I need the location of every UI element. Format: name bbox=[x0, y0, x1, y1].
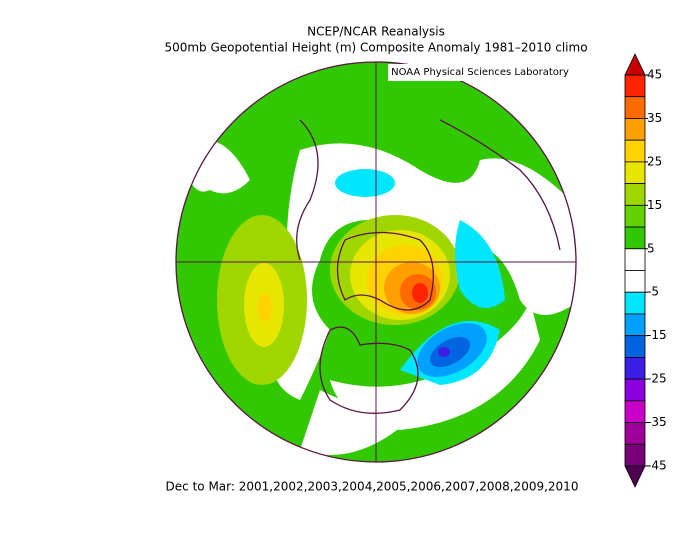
colorbar: 45 35 25 15 5 -5 -15 -25 -35 -45 bbox=[624, 53, 667, 488]
colorbar-segment bbox=[624, 74, 646, 98]
colorbar-segment bbox=[624, 356, 646, 380]
title: NCEP/NCAR Reanalysis bbox=[307, 25, 445, 39]
colorbar-segment bbox=[624, 226, 646, 250]
colorbar-segment bbox=[624, 291, 646, 315]
colorbar-under bbox=[624, 465, 646, 488]
subtitle: 500mb Geopotential Height (m) Composite … bbox=[164, 41, 587, 55]
credit-box bbox=[388, 64, 572, 81]
colorbar-segment bbox=[624, 118, 646, 141]
colorbar-label: 5 bbox=[647, 241, 655, 255]
colorbar-segment bbox=[624, 183, 646, 206]
colorbar-label: -35 bbox=[647, 415, 667, 429]
colorbar-segment bbox=[624, 400, 646, 423]
colorbar-segment bbox=[624, 443, 646, 467]
colorbar-segment bbox=[624, 161, 646, 185]
colorbar-segment bbox=[624, 139, 646, 163]
colorbar-segment bbox=[624, 204, 646, 228]
colorbar-label: -15 bbox=[647, 328, 667, 342]
colorbar-segment bbox=[624, 270, 646, 293]
colorbar-segment bbox=[624, 96, 646, 119]
map-border bbox=[175, 61, 577, 463]
credit: NOAA Physical Sciences Laboratory bbox=[391, 67, 569, 78]
map bbox=[176, 62, 576, 462]
colorbar-segment bbox=[624, 422, 646, 445]
colorbar-label: -5 bbox=[647, 285, 659, 299]
colorbar-label: 15 bbox=[647, 198, 662, 212]
colorbar-label: 25 bbox=[647, 154, 662, 168]
colorbar-label: 45 bbox=[647, 68, 662, 82]
colorbar-label: -25 bbox=[647, 372, 667, 386]
colorbar-label: 35 bbox=[647, 111, 662, 125]
colorbar-segment bbox=[624, 248, 646, 271]
colorbar-segment bbox=[624, 378, 646, 402]
colorbar-segment bbox=[624, 335, 646, 358]
footer: Dec to Mar: 2001,2002,2003,2004,2005,200… bbox=[166, 480, 579, 494]
colorbar-over bbox=[624, 53, 646, 76]
colorbar-segment bbox=[624, 313, 646, 337]
colorbar-label: -45 bbox=[647, 459, 667, 473]
